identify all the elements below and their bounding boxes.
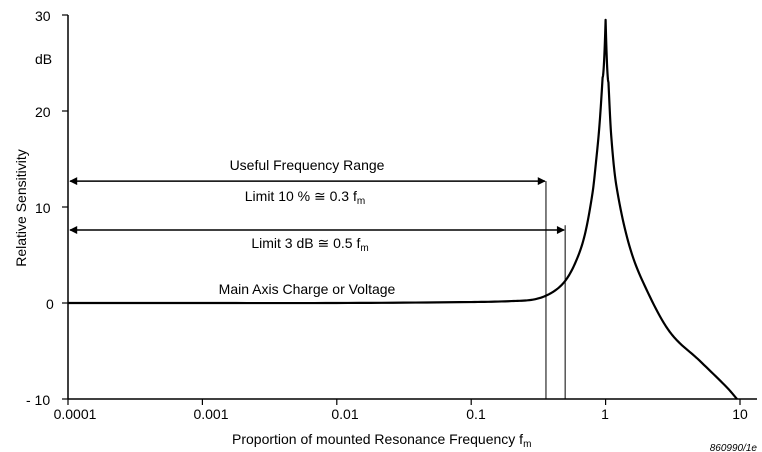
y-axis-title: Relative Sensitivity <box>13 149 29 267</box>
y-tick-label: 30 <box>35 8 51 24</box>
x-axis-title-text: Proportion of mounted Resonance Frequenc… <box>232 431 523 447</box>
y-tick-label: 10 <box>35 200 51 216</box>
x-tick-label: 0.1 <box>466 406 486 422</box>
axis-ticks <box>62 14 741 405</box>
limit-10-label-sub: m <box>357 196 365 207</box>
x-tick-label: 1 <box>601 406 609 422</box>
y-unit-label: dB <box>35 51 52 67</box>
x-tick-label: 0.001 <box>193 406 228 422</box>
x-axis-title-sub: m <box>523 439 531 450</box>
x-axis-title: Proportion of mounted Resonance Frequenc… <box>232 431 531 450</box>
y-tick-label: - 10 <box>26 392 50 408</box>
y-tick-label: 0 <box>46 296 54 312</box>
limit-3db-label-text: Limit 3 dB ≅ 0.5 f <box>251 235 360 251</box>
limit-3db-label: Limit 3 dB ≅ 0.5 fm <box>251 235 368 254</box>
figure-id: 860990/1e <box>710 443 758 452</box>
x-tick-label: 10 <box>732 406 748 422</box>
limit-10-label: Limit 10 % ≅ 0.3 fm <box>245 188 365 207</box>
x-tick-label: 0.01 <box>331 406 358 422</box>
limit-10-label-text: Limit 10 % ≅ 0.3 f <box>245 188 357 204</box>
x-tick-label: 0.0001 <box>54 406 97 422</box>
limit-3db-label-sub: m <box>360 243 368 254</box>
y-tick-label: 20 <box>35 104 51 120</box>
useful-range-label: Useful Frequency Range <box>230 157 385 173</box>
sensitivity-curve <box>68 18 738 400</box>
main-axis-label: Main Axis Charge or Voltage <box>219 281 396 297</box>
